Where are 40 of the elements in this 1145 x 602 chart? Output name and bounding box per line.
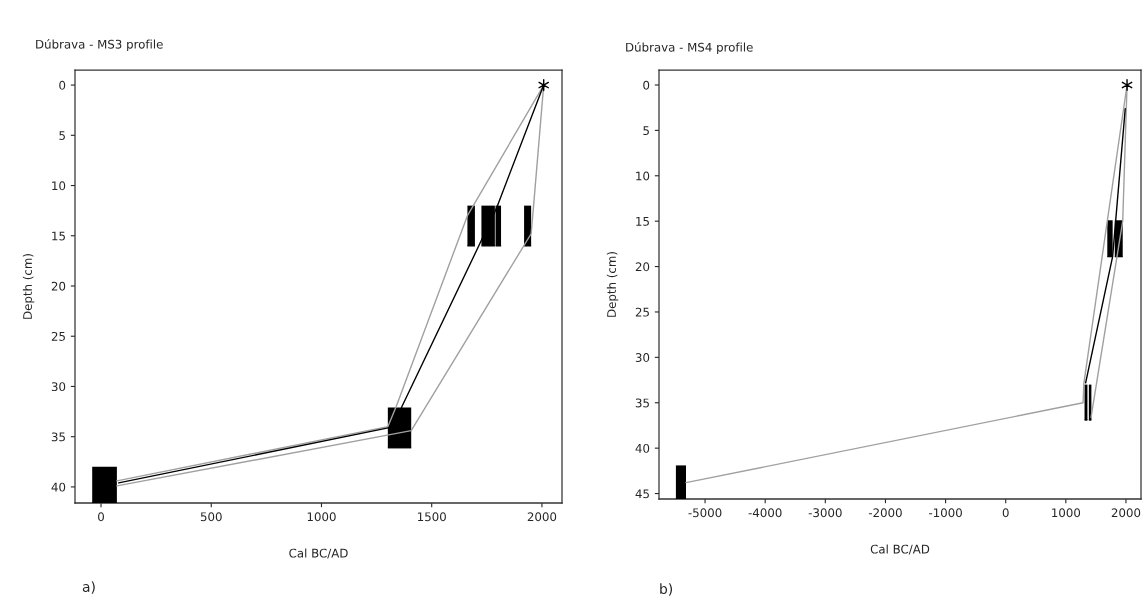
x-tick-label: -2000 <box>868 508 902 518</box>
y-tick-label: 5 <box>643 126 649 136</box>
x-tick-label: -5000 <box>688 508 722 518</box>
y-tick-label: 25 <box>635 307 649 317</box>
y-tick-label: 5 <box>59 131 65 140</box>
text: b) <box>660 583 673 596</box>
x-tick-label: 1500 <box>417 512 446 522</box>
y-tick-label: 40 <box>635 443 650 453</box>
y-tick-label: 40 <box>51 482 66 492</box>
x-tick-label: 0 <box>98 512 104 522</box>
y-tick-label: 15 <box>636 217 649 226</box>
y-tick-label: 20 <box>635 262 650 272</box>
x-tick-label: 2000 <box>527 512 557 522</box>
x-tick-label: 1000 <box>307 512 336 522</box>
y-axis-title: Depth (cm) <box>22 254 35 319</box>
y-tick-label: 35 <box>51 432 65 442</box>
x-tick-label: -4000 <box>748 508 782 518</box>
y-tick-label: 15 <box>52 231 65 241</box>
y-tick-label: 10 <box>636 171 650 181</box>
y-tick-label: 45 <box>635 489 649 499</box>
y-tick-label: 30 <box>635 353 650 363</box>
y-tick-label: 10 <box>52 181 66 191</box>
x-tick-label: -3000 <box>808 508 842 518</box>
x-tick-label: 1000 <box>1052 508 1081 518</box>
x-tick-label: 500 <box>200 512 222 522</box>
y-tick-label: 30 <box>51 382 66 392</box>
x-axis-title: Cal BC/AD <box>289 548 348 559</box>
y-tick-label: 0 <box>59 80 66 90</box>
chart-title: Dúbrava - MS3 profile <box>36 39 163 51</box>
y-tick-label: 25 <box>51 331 65 341</box>
x-tick-label: 2000 <box>1111 508 1141 518</box>
x-tick-label: -1000 <box>929 508 962 518</box>
chart-title: Dúbrava - MS4 profile <box>626 42 753 54</box>
y-tick-label: 20 <box>51 281 66 291</box>
y-tick-label: 0 <box>643 80 650 90</box>
text: a) <box>82 581 95 594</box>
y-tick-label: 35 <box>635 398 649 408</box>
x-axis-title: Cal BC/AD <box>870 544 930 555</box>
x-tick-label: 0 <box>1002 508 1009 518</box>
y-axis-title: Depth (cm) <box>606 252 619 317</box>
